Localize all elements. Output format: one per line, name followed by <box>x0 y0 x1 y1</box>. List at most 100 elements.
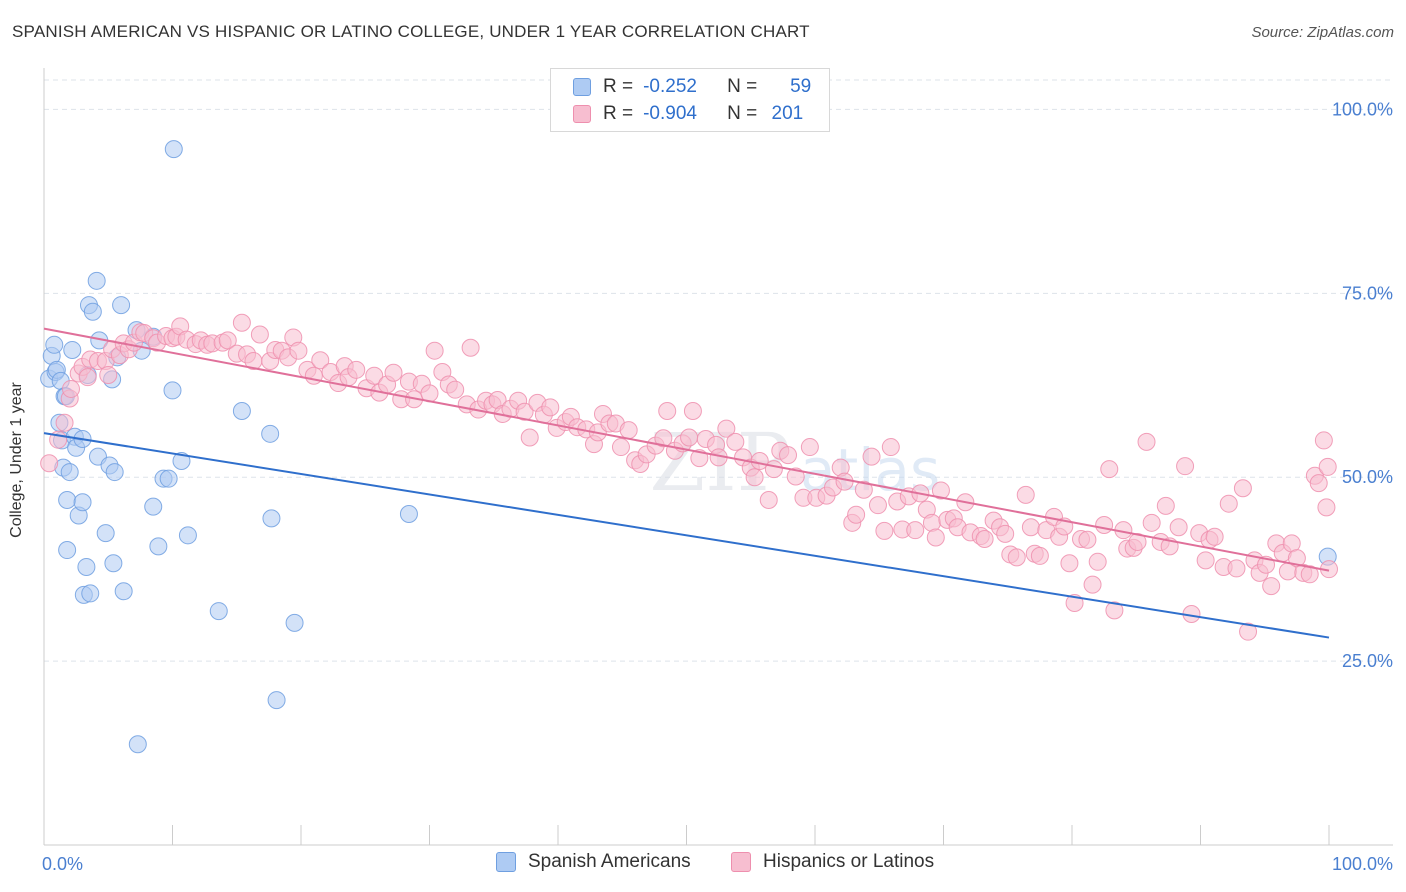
hispanic-point <box>1088 552 1107 571</box>
hispanic-point <box>868 496 887 515</box>
source-label: Source: ZipAtlas.com <box>1251 24 1394 41</box>
y-tick-label: 100.0% <box>1332 99 1393 119</box>
hispanic-point <box>384 363 403 382</box>
hispanic-point <box>520 428 539 447</box>
spanish-point <box>163 381 182 400</box>
legend-swatch-blue <box>573 78 591 96</box>
hispanic-point <box>1318 457 1337 476</box>
hispanic-point <box>515 402 534 421</box>
hispanic-point <box>311 351 330 370</box>
hispanic-point <box>1078 530 1097 549</box>
hispanic-point <box>1196 551 1215 570</box>
hispanic-point <box>906 521 925 540</box>
hispanic-point <box>99 365 118 384</box>
spanish-point <box>232 402 251 421</box>
hispanic-point <box>347 360 366 379</box>
hispanic-point <box>541 398 560 417</box>
hispanic-point <box>862 447 881 466</box>
x-tick-label: 0.0% <box>42 854 83 874</box>
hispanic-point <box>926 528 945 547</box>
hispanic-point <box>1156 496 1175 515</box>
spanish-point <box>178 526 197 545</box>
legend-swatch-blue <box>496 852 516 872</box>
spanish-point <box>262 509 281 528</box>
spanish-point <box>104 554 123 573</box>
spanish-point <box>267 691 286 710</box>
hispanic-point <box>717 419 736 438</box>
hispanic-point <box>425 341 444 360</box>
spanish-point <box>399 504 418 523</box>
hispanic-point <box>847 505 866 524</box>
legend-label-spanish: Spanish Americans <box>528 851 691 872</box>
hispanic-point <box>1021 518 1040 537</box>
hispanic-point <box>654 429 673 448</box>
hispanic-point <box>1105 601 1124 620</box>
hispanic-point <box>304 366 323 385</box>
spanish-point <box>144 497 163 516</box>
spanish-point <box>128 735 147 754</box>
legend-label-hispanic: Hispanics or Latinos <box>763 851 935 872</box>
hispanic-point <box>61 379 80 398</box>
legend-n-value: 59 <box>790 76 812 97</box>
hispanic-point <box>779 446 798 465</box>
hispanic-point <box>1016 485 1035 504</box>
hispanic-point <box>218 331 237 350</box>
legend-item-spanish: Spanish Americans <box>496 851 691 873</box>
legend-item-hispanic: Hispanics or Latinos <box>731 851 934 873</box>
y-tick-label: 75.0% <box>1342 283 1393 303</box>
hispanic-point <box>835 472 854 491</box>
hispanic-point <box>800 438 819 457</box>
legend-n-value: 201 <box>771 103 804 124</box>
spanish-point <box>60 463 79 482</box>
hispanic-point <box>289 341 308 360</box>
hispanic-point <box>764 460 783 479</box>
y-tick-label: 50.0% <box>1342 467 1393 487</box>
hispanic-point <box>786 467 805 486</box>
hispanic-point <box>1262 577 1281 596</box>
hispanic-point <box>726 432 745 451</box>
legend-swatch-pink <box>573 105 591 123</box>
hispanic-point <box>996 524 1015 543</box>
hispanic-point <box>931 481 950 500</box>
spanish-point <box>112 296 131 315</box>
hispanic-point <box>1169 518 1188 537</box>
hispanic-point <box>1317 498 1336 517</box>
series-legend: Spanish Americans Hispanics or Latinos <box>0 851 1406 877</box>
legend-r-label: R = <box>603 76 634 97</box>
x-tick-label: 100.0% <box>1332 854 1393 874</box>
legend-n-label: N = <box>727 76 758 97</box>
hispanic-point <box>232 313 251 332</box>
spanish-point <box>172 452 191 471</box>
hispanic-point <box>250 325 269 344</box>
legend-row-spanish: R = -0.252 N = 59 <box>573 75 811 99</box>
hispanic-point <box>461 338 480 357</box>
spanish-point <box>58 491 77 510</box>
hispanic-point <box>446 380 465 399</box>
hispanic-point <box>1095 516 1114 535</box>
hispanic-point <box>1176 457 1195 476</box>
hispanic-point <box>40 454 59 473</box>
spanish-point <box>285 613 304 632</box>
spanish-trend-line <box>43 432 1330 639</box>
hispanic-point <box>759 491 778 510</box>
hispanic-point <box>365 366 384 385</box>
hispanic-point <box>1227 559 1246 578</box>
hispanic-trend-line <box>43 327 1330 572</box>
hispanic-point <box>611 438 630 457</box>
spanish-point <box>87 271 106 290</box>
spanish-point <box>63 340 82 359</box>
hispanic-point <box>658 402 677 421</box>
hispanic-point <box>1060 554 1079 573</box>
y-tick-label: 25.0% <box>1342 651 1393 671</box>
spanish-point <box>105 463 124 482</box>
spanish-point <box>261 424 280 443</box>
legend-swatch-pink <box>731 852 751 872</box>
legend-r-value: -0.252 <box>643 76 697 97</box>
spanish-point <box>81 584 100 603</box>
spanish-point <box>77 557 96 576</box>
spanish-point <box>149 537 168 556</box>
spanish-point <box>209 602 228 621</box>
correlation-legend: R = -0.252 N = 59 R = -0.904 N = 201 <box>550 68 830 132</box>
hispanic-point <box>1219 494 1238 513</box>
